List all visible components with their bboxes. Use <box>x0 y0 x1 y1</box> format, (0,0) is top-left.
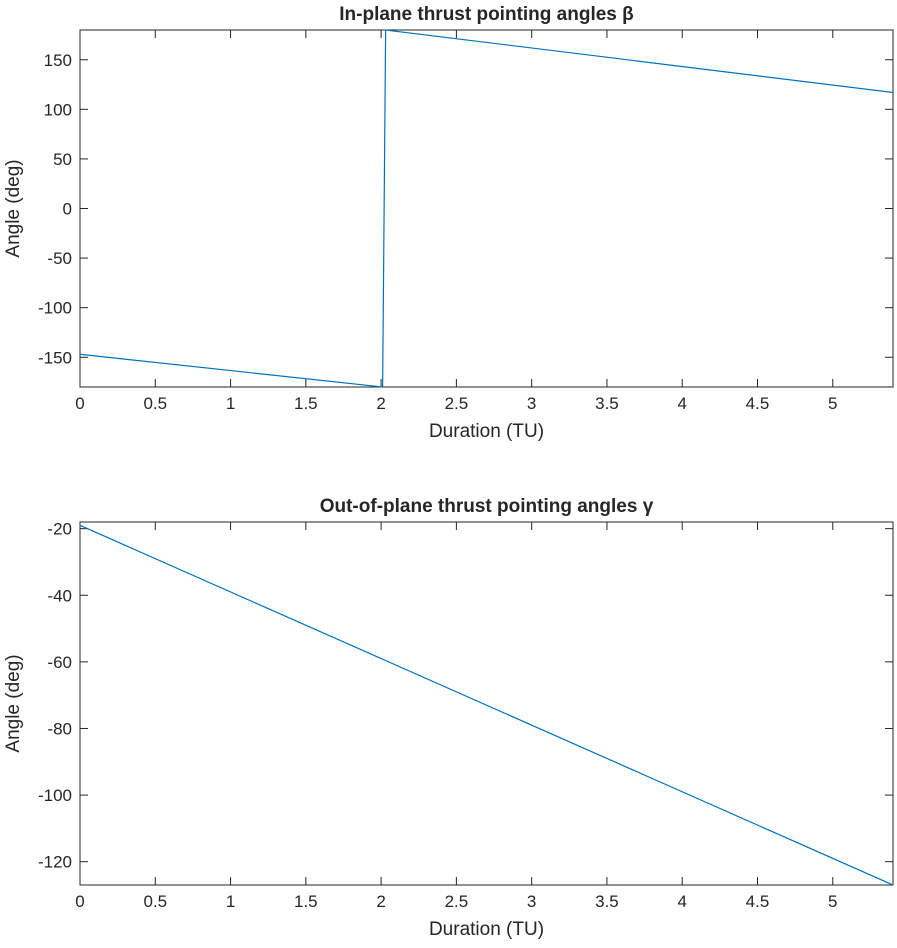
x-tick-label: 0 <box>75 394 84 413</box>
chart-title: In-plane thrust pointing angles β <box>339 4 633 25</box>
y-tick-label: 150 <box>44 51 72 70</box>
y-axis-label: Angle (deg) <box>3 654 24 752</box>
y-tick-label: 100 <box>44 100 72 119</box>
y-tick-label: -80 <box>47 719 72 738</box>
axes-box <box>79 29 894 388</box>
x-tick-label: 0.5 <box>143 892 167 911</box>
y-tick-label: -120 <box>38 853 72 872</box>
top-chart: 0 0.5 1 1.5 2 2.5 3 3.5 4 4.5 5 -150 -100 -50 0 50 100 15… <box>3 4 894 442</box>
x-tick-label: 1.5 <box>294 394 318 413</box>
series-line <box>79 29 894 388</box>
x-tick-label: 3 <box>527 394 536 413</box>
y-tick-label: -40 <box>47 586 72 605</box>
x-tick-label: 4.5 <box>746 892 770 911</box>
x-tick-label: 0.5 <box>143 394 167 413</box>
y-tick-label: -150 <box>38 348 72 367</box>
x-tick-label: 5 <box>828 892 837 911</box>
x-tick-label: 3.5 <box>595 892 619 911</box>
x-axis-label: Duration (TU) <box>429 421 544 442</box>
y-tick-label: -100 <box>38 786 72 805</box>
y-tick-label: 0 <box>63 200 72 219</box>
x-axis-label: Duration (TU) <box>429 919 544 940</box>
x-tick-label: 2.5 <box>445 394 469 413</box>
series-line <box>79 524 894 886</box>
axes-box <box>79 521 894 886</box>
x-tick-label: 0 <box>75 892 84 911</box>
y-tick-label: -50 <box>47 249 72 268</box>
y-tick-label: -100 <box>38 299 72 318</box>
x-tick-label: 3.5 <box>595 394 619 413</box>
x-tick-label: 2.5 <box>445 892 469 911</box>
y-tick-label: -20 <box>47 520 72 539</box>
y-tick-label: 50 <box>53 150 72 169</box>
x-tick-label: 2 <box>376 394 385 413</box>
x-tick-label: 4 <box>677 892 686 911</box>
x-tick-label: 3 <box>527 892 536 911</box>
y-axis-label: Angle (deg) <box>3 159 24 257</box>
x-tick-label: 5 <box>828 394 837 413</box>
bottom-chart: 0 0.5 1 1.5 2 2.5 3 3.5 4 4.5 5 -20 -40 -60 -80 -100 -12… <box>3 496 894 940</box>
x-tick-label: 1 <box>226 394 235 413</box>
x-tick-label: 1.5 <box>294 892 318 911</box>
x-tick-label: 4 <box>677 394 686 413</box>
x-tick-label: 1 <box>226 892 235 911</box>
y-tick-label: -60 <box>47 653 72 672</box>
chart-title: Out-of-plane thrust pointing angles γ <box>320 496 654 517</box>
x-tick-label: 4.5 <box>746 394 770 413</box>
x-tick-label: 2 <box>376 892 385 911</box>
